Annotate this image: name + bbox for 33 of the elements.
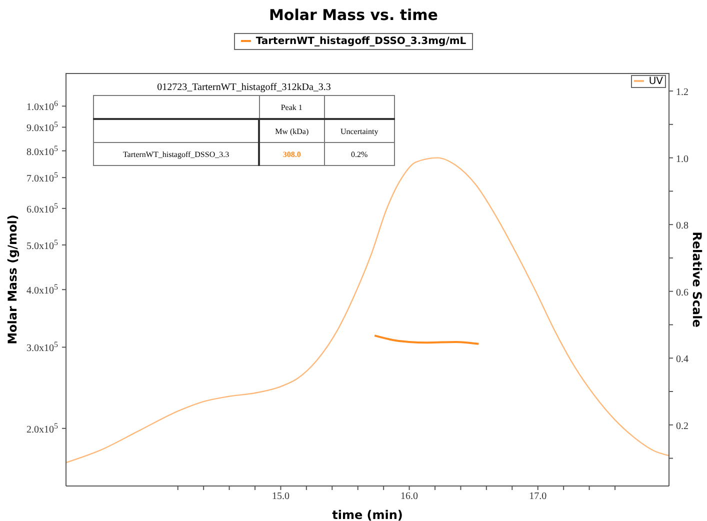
y2-tick-label: 1.2 xyxy=(676,87,688,98)
legend-label: TarternWT_histagoff_DSSO_3.3mg/mL xyxy=(234,33,474,50)
legend-label: UV xyxy=(630,75,666,88)
y2-tick-label: 0.8 xyxy=(676,220,688,232)
y-tick-label: 9.0x10$^{5}$ xyxy=(26,120,58,134)
annotation: Mw (kDa) xyxy=(259,119,324,142)
annotation: 0.2% xyxy=(324,142,394,166)
x-tick-label: 17.0 xyxy=(529,491,547,502)
y-tick-label: 3.0x10$^{5}$ xyxy=(26,340,58,354)
x-axis-title: time (min) xyxy=(332,508,403,521)
annotation: Uncertainty xyxy=(324,119,394,142)
line-series xyxy=(66,157,669,464)
y-tick-label: 7.0x10$^{5}$ xyxy=(26,170,58,185)
annotation: 012723_TarternWT_histagoff_312kDa_3.3 xyxy=(156,82,332,93)
annotation: Peak 1 xyxy=(259,96,324,119)
y2-axis-title: Relative Scale xyxy=(690,232,704,328)
line-series xyxy=(374,334,480,345)
x-tick-label: 15.0 xyxy=(272,491,290,502)
y-tick-label: 5.0x10$^{5}$ xyxy=(26,237,58,252)
y2-tick-label: 0.2 xyxy=(676,420,688,432)
y-tick-label: 1.0x10$^{6}$ xyxy=(26,98,58,114)
y-tick-label: 6.0x10$^{5}$ xyxy=(26,200,58,216)
chart-title: Molar Mass vs. time xyxy=(268,6,439,24)
y-tick-label: 2.0x10$^{5}$ xyxy=(26,420,58,436)
annotation: 308.0 xyxy=(259,142,324,166)
y-axis-title: Molar Mass (g/mol) xyxy=(5,214,20,344)
x-tick-label: 16.0 xyxy=(400,491,418,502)
y2-tick-label: 1.0 xyxy=(676,154,688,165)
annotation: TarternWT_histagoff_DSSO_3.3 xyxy=(94,142,260,166)
y2-tick-label: 0.4 xyxy=(676,354,688,366)
y-tick-label: 8.0x10$^{5}$ xyxy=(26,143,58,158)
y-tick-label: 4.0x10$^{5}$ xyxy=(26,282,58,297)
y2-tick-label: 0.6 xyxy=(676,287,688,298)
